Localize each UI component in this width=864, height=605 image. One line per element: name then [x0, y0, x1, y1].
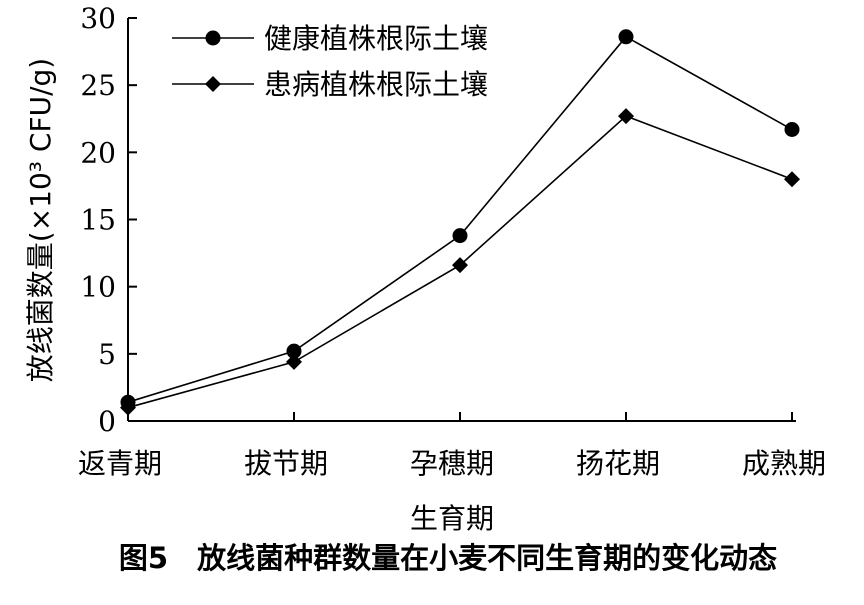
y-tick-label: 0	[98, 405, 116, 438]
x-tick-label: 孕穗期	[410, 447, 494, 480]
legend-marker-1	[205, 30, 221, 46]
x-tick-label: 成熟期	[742, 447, 826, 480]
figure-caption: 图5 放线菌种群数量在小麦不同生育期的变化动态	[119, 541, 777, 575]
data-point-2	[120, 399, 136, 416]
data-point-2	[618, 108, 634, 125]
data-point-1	[452, 228, 468, 244]
y-tick-label: 25	[80, 69, 116, 102]
y-tick-label: 20	[80, 136, 116, 169]
y-tick-label: 15	[80, 204, 116, 237]
y-tick-label: 10	[80, 271, 116, 304]
legend-label-1: 健康植株根际土壤	[264, 22, 488, 55]
y-axis-title: 放线菌数量(×10³ CFU/g)	[24, 58, 57, 382]
data-point-1	[784, 121, 800, 137]
legend-label-2: 患病植株根际土壤	[264, 68, 488, 101]
data-point-1	[286, 343, 302, 359]
data-point-1	[618, 29, 634, 45]
legend-marker-2	[205, 76, 221, 92]
y-tick-label: 30	[80, 2, 116, 35]
x-tick-label: 扬花期	[576, 447, 660, 480]
data-point-2	[452, 257, 468, 274]
x-tick-label: 返青期	[78, 447, 162, 480]
x-axis-title: 生育期	[410, 502, 494, 535]
y-tick-label: 5	[98, 338, 116, 371]
data-point-2	[784, 171, 800, 188]
x-tick-label: 拔节期	[244, 447, 328, 480]
data-point-2	[286, 353, 302, 370]
